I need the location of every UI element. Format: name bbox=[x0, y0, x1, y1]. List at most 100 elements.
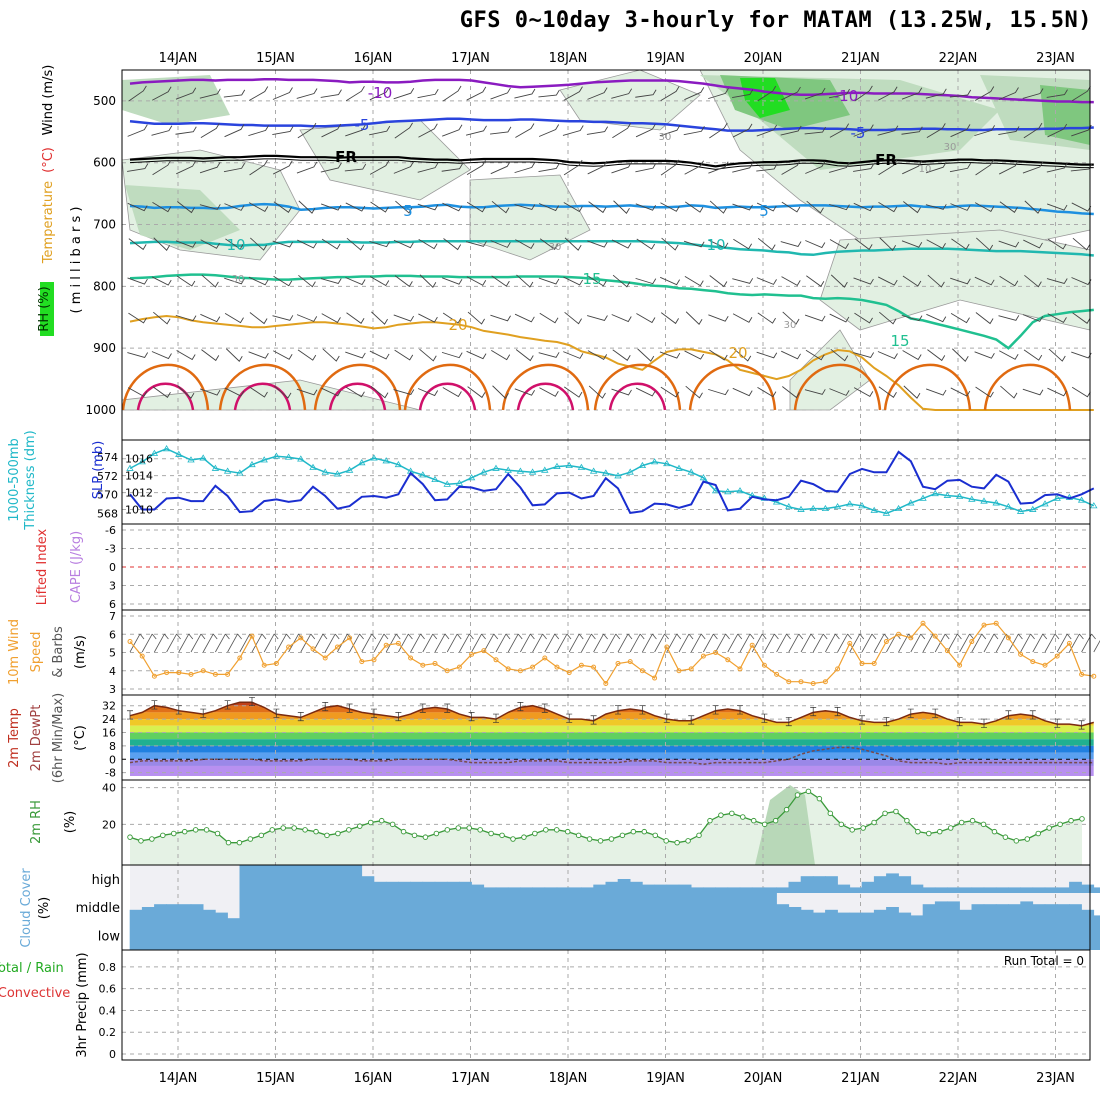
cloud-cell bbox=[263, 865, 277, 893]
wind-barb bbox=[1022, 388, 1044, 396]
thickness-point bbox=[528, 468, 537, 475]
wind-barb bbox=[975, 159, 994, 176]
wind-barb bbox=[419, 274, 437, 288]
date-label-top: 17JAN bbox=[451, 51, 490, 66]
thickness-point bbox=[846, 500, 854, 507]
wind10m-point bbox=[420, 662, 426, 668]
wind-barb bbox=[879, 237, 897, 251]
thickness-point bbox=[882, 509, 891, 516]
wind10m-point bbox=[1018, 651, 1024, 657]
thickness-point bbox=[663, 459, 671, 467]
wind10m-point bbox=[237, 655, 243, 661]
thickness-point bbox=[309, 463, 317, 470]
wind-barb bbox=[127, 163, 149, 172]
thickness-point bbox=[138, 458, 146, 465]
cloud-cell bbox=[507, 893, 521, 921]
wind-barb bbox=[296, 161, 318, 174]
wind-barb bbox=[732, 89, 754, 99]
wind-barb bbox=[272, 240, 294, 248]
rh2m-line bbox=[129, 790, 1083, 844]
wind-barb bbox=[804, 126, 826, 135]
wind-tick-label: 6 bbox=[109, 628, 116, 641]
wind-barb bbox=[297, 122, 317, 139]
cloud-cell bbox=[373, 921, 387, 950]
cloud-cell bbox=[1044, 904, 1058, 921]
wind-barb bbox=[1046, 278, 1068, 285]
wind10m-line bbox=[129, 622, 1094, 685]
thickness-point bbox=[175, 450, 183, 457]
thickness-point bbox=[297, 455, 305, 462]
cloud-cell bbox=[227, 918, 241, 921]
wind-barb bbox=[951, 238, 970, 250]
wind-barb bbox=[756, 124, 778, 137]
wind-barb bbox=[684, 275, 704, 287]
wind-barb bbox=[950, 312, 970, 324]
rh2m-point bbox=[575, 832, 582, 839]
cloud-cell bbox=[1020, 901, 1034, 921]
wind-barb bbox=[756, 202, 777, 212]
wind-barb bbox=[249, 312, 268, 325]
wind-barb bbox=[611, 314, 632, 323]
cloud-cell bbox=[1032, 904, 1046, 921]
wind10m-point bbox=[603, 681, 609, 687]
cloud-cell bbox=[995, 887, 1009, 893]
rh2m-point bbox=[236, 839, 243, 846]
temp-tick-label: 32 bbox=[102, 700, 116, 713]
cloud-cell bbox=[922, 921, 936, 950]
wind10m-barb bbox=[1020, 633, 1035, 653]
rh2m-point bbox=[433, 830, 440, 837]
wind10m-barb bbox=[1032, 633, 1048, 653]
temp-minmax-bar bbox=[761, 713, 768, 723]
wind-barb bbox=[1046, 203, 1068, 211]
wind-barb bbox=[611, 388, 632, 396]
wind-barb bbox=[829, 162, 850, 173]
thickness-point bbox=[370, 454, 378, 461]
wind-barb bbox=[393, 87, 415, 100]
wind-barb bbox=[491, 349, 511, 361]
contour-label: 10 bbox=[706, 236, 725, 254]
rh2m-point bbox=[455, 825, 462, 831]
thickness-point bbox=[870, 506, 878, 513]
wind10m-point bbox=[725, 657, 731, 663]
cloud-cell bbox=[361, 876, 375, 893]
temp-minmax-label: (6hr Min/Max) bbox=[51, 693, 66, 783]
wind-barb bbox=[224, 124, 245, 138]
cloud-cell bbox=[202, 909, 216, 921]
precip-conv-label: Convective bbox=[0, 986, 70, 1001]
contour-label: 30 bbox=[659, 132, 672, 143]
wind-barb bbox=[998, 315, 1020, 321]
rh2m-point bbox=[346, 827, 352, 833]
cloud-cell bbox=[422, 921, 436, 950]
wind-barb bbox=[853, 387, 874, 397]
wind-barb bbox=[660, 202, 680, 212]
cloud-cell bbox=[934, 921, 948, 950]
wind-barb bbox=[224, 277, 245, 285]
thickness-point bbox=[541, 466, 549, 473]
cloud-cell bbox=[861, 912, 875, 921]
isotherm-30 bbox=[418, 382, 477, 411]
contour-label: 10 bbox=[226, 236, 245, 254]
temp2m-line bbox=[129, 701, 1095, 727]
rh-shade bbox=[789, 329, 871, 411]
wind-barb bbox=[1071, 85, 1091, 102]
date-label-top: 16JAN bbox=[354, 51, 393, 66]
wind-barb bbox=[635, 277, 657, 285]
rh2m-point bbox=[160, 832, 166, 839]
contour-label: 20 bbox=[448, 316, 467, 334]
cloud-cell bbox=[556, 887, 570, 893]
wind10m-point bbox=[469, 651, 475, 657]
wind-barb bbox=[830, 348, 849, 362]
wind-barb bbox=[684, 87, 705, 101]
wind-barb bbox=[660, 386, 680, 398]
temp-band bbox=[130, 739, 1094, 746]
wind10m-barb bbox=[654, 633, 669, 653]
wind10m-point bbox=[969, 639, 975, 645]
cloud-cell bbox=[910, 915, 924, 921]
wind10m-point bbox=[530, 664, 536, 670]
cloud-cell bbox=[202, 921, 216, 950]
wind-barb bbox=[274, 385, 292, 399]
thickness-tick-label: 572 bbox=[97, 470, 118, 483]
wind-barb bbox=[321, 123, 342, 138]
wind-barb bbox=[417, 89, 439, 99]
wind-barb bbox=[152, 386, 171, 398]
